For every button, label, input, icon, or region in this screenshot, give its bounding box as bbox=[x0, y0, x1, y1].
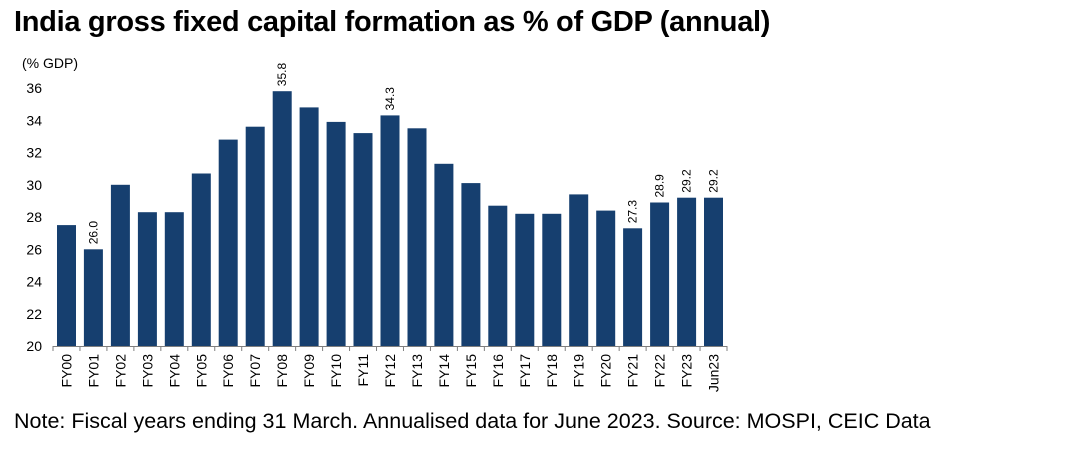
y-tick-label: 24 bbox=[26, 274, 42, 290]
data-label: 34.3 bbox=[383, 87, 397, 111]
x-tick-label: FY17 bbox=[517, 354, 533, 388]
x-tick-label: FY13 bbox=[409, 354, 425, 388]
y-tick-label: 32 bbox=[26, 145, 42, 161]
bar bbox=[299, 107, 319, 347]
x-tick-label: FY11 bbox=[355, 354, 371, 387]
x-tick-label: FY19 bbox=[571, 354, 587, 388]
bar bbox=[569, 194, 589, 346]
bar bbox=[542, 213, 562, 346]
x-tick-label: FY10 bbox=[328, 354, 344, 388]
bar bbox=[461, 183, 481, 346]
bar bbox=[191, 173, 211, 346]
bar bbox=[677, 197, 697, 346]
data-label: 35.8 bbox=[275, 63, 289, 87]
x-tick-label: FY04 bbox=[166, 354, 182, 388]
x-tick-label: FY16 bbox=[490, 354, 506, 388]
x-tick-label: FY03 bbox=[139, 354, 155, 388]
data-label: 27.3 bbox=[626, 200, 640, 224]
y-tick-label: 26 bbox=[26, 241, 42, 257]
x-tick-label: FY05 bbox=[193, 354, 209, 388]
bar bbox=[650, 202, 670, 346]
bar bbox=[326, 121, 346, 347]
data-label: 28.9 bbox=[653, 174, 667, 198]
bar bbox=[704, 197, 723, 346]
x-tick-label: FY15 bbox=[463, 354, 479, 388]
y-tick-label: 30 bbox=[26, 177, 42, 193]
bar bbox=[488, 205, 508, 346]
y-axis-unit-label: (% GDP) bbox=[22, 55, 78, 71]
bar bbox=[245, 126, 265, 346]
x-tick-label: FY18 bbox=[544, 354, 560, 388]
bar bbox=[164, 212, 184, 346]
bar bbox=[623, 228, 643, 346]
bar bbox=[57, 225, 76, 346]
x-tick-label: FY08 bbox=[274, 354, 290, 388]
bar bbox=[596, 210, 616, 346]
bar bbox=[380, 115, 400, 347]
data-label: 26.0 bbox=[86, 221, 100, 245]
x-tick-label: FY09 bbox=[301, 354, 317, 388]
bar bbox=[407, 128, 427, 346]
y-tick-label: 28 bbox=[26, 209, 42, 225]
x-tick-label: Jun23 bbox=[706, 354, 722, 392]
bar bbox=[137, 212, 157, 346]
data-label: 29.2 bbox=[680, 169, 694, 193]
x-tick-label: FY21 bbox=[625, 354, 641, 388]
bar bbox=[110, 184, 130, 347]
source-note: Note: Fiscal years ending 31 March. Annu… bbox=[14, 409, 931, 433]
x-tick-label: FY07 bbox=[247, 354, 263, 388]
bar bbox=[353, 133, 373, 346]
data-label: 29.2 bbox=[707, 169, 721, 193]
x-tick-label: FY02 bbox=[112, 354, 128, 388]
x-tick-label: FY01 bbox=[85, 354, 101, 388]
x-tick-label: FY06 bbox=[220, 354, 236, 388]
x-tick-label: FY00 bbox=[59, 354, 75, 388]
x-tick-label: FY12 bbox=[382, 354, 398, 388]
y-tick-label: 20 bbox=[26, 338, 42, 354]
y-tick-label: 22 bbox=[26, 306, 42, 322]
y-tick-label: 36 bbox=[26, 80, 42, 96]
chart-title: India gross fixed capital formation as %… bbox=[14, 6, 771, 38]
y-tick-label: 34 bbox=[26, 112, 42, 128]
x-tick-label: FY20 bbox=[598, 354, 614, 388]
bar bbox=[434, 163, 454, 346]
x-tick-label: FY14 bbox=[436, 354, 452, 388]
bar bbox=[83, 249, 103, 347]
x-tick-label: FY22 bbox=[652, 354, 668, 388]
bar bbox=[218, 139, 238, 346]
bar bbox=[515, 213, 535, 346]
bar bbox=[272, 91, 292, 346]
x-tick-label: FY23 bbox=[679, 354, 695, 388]
